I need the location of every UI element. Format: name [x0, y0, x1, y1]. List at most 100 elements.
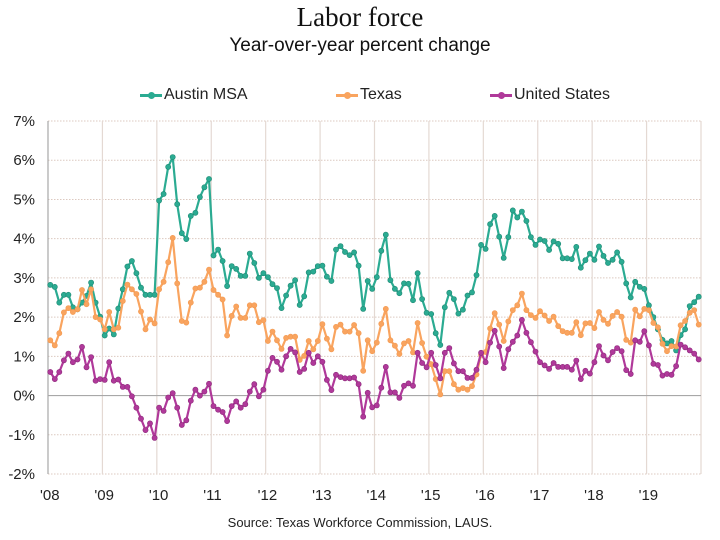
data-point	[505, 234, 512, 240]
data-point	[160, 407, 167, 414]
legend-marker-icon	[140, 90, 162, 100]
data-point	[691, 299, 698, 306]
data-point	[668, 371, 675, 378]
data-point	[478, 349, 484, 356]
data-point	[210, 287, 217, 293]
data-point	[233, 265, 240, 272]
data-point	[695, 293, 702, 300]
data-point	[142, 427, 149, 433]
data-point	[609, 312, 616, 319]
data-point	[391, 389, 398, 396]
data-point	[215, 291, 221, 298]
data-point	[555, 323, 562, 329]
data-point	[264, 367, 271, 374]
data-point	[333, 371, 339, 378]
data-point	[382, 305, 389, 312]
data-point	[627, 371, 634, 377]
data-point	[187, 299, 194, 306]
data-point	[382, 231, 389, 238]
data-point	[323, 273, 330, 280]
data-point	[301, 365, 308, 372]
data-point	[260, 270, 267, 277]
data-point	[287, 345, 294, 352]
data-point	[519, 316, 525, 323]
data-point	[673, 363, 679, 369]
data-point	[482, 245, 489, 252]
data-point	[505, 318, 512, 325]
data-point	[695, 356, 702, 363]
data-point	[419, 340, 425, 346]
data-point	[555, 240, 562, 247]
data-point	[496, 321, 503, 328]
data-point	[632, 278, 639, 285]
data-point	[51, 342, 58, 349]
data-point	[133, 270, 140, 277]
data-point	[101, 326, 108, 333]
data-point	[664, 348, 670, 355]
data-point	[587, 370, 593, 377]
data-point	[274, 285, 280, 291]
data-point	[514, 214, 521, 221]
data-point	[500, 365, 507, 371]
data-point	[591, 256, 598, 263]
data-point	[61, 309, 67, 316]
y-tick-label: 4%	[13, 231, 35, 248]
data-point	[219, 258, 226, 264]
data-point	[346, 328, 353, 335]
data-point	[668, 338, 675, 344]
data-point	[65, 291, 72, 298]
data-point	[346, 252, 353, 258]
data-point	[74, 306, 81, 313]
data-point	[464, 386, 471, 393]
data-point	[519, 290, 525, 297]
data-point	[582, 367, 589, 374]
data-point	[546, 247, 552, 253]
data-point	[196, 194, 203, 200]
data-point	[627, 294, 634, 301]
data-point	[210, 252, 217, 259]
data-point	[437, 375, 444, 382]
legend-label: United States	[514, 86, 611, 103]
data-point	[450, 381, 457, 388]
data-point	[160, 278, 167, 285]
data-point	[196, 392, 203, 399]
data-point	[233, 303, 240, 310]
data-point	[201, 388, 208, 395]
data-point	[269, 328, 276, 335]
data-point	[119, 298, 126, 304]
data-point	[528, 312, 534, 318]
data-point	[323, 376, 330, 383]
data-point	[333, 323, 339, 330]
data-point	[292, 277, 298, 284]
y-tick-label: -1%	[8, 427, 35, 444]
data-point	[360, 305, 367, 312]
data-point	[437, 342, 444, 348]
data-point	[333, 246, 339, 253]
data-point	[56, 369, 63, 375]
data-point	[310, 360, 317, 366]
x-tick-label: '13	[312, 487, 332, 504]
data-point	[410, 382, 416, 389]
data-point	[70, 359, 76, 366]
y-tick-label: 2%	[13, 309, 35, 326]
data-point	[373, 339, 380, 346]
data-point	[600, 316, 607, 323]
x-tick-label: '09	[94, 487, 114, 504]
data-point	[165, 259, 172, 266]
data-point	[605, 357, 611, 364]
x-tick-label: '11	[203, 487, 221, 504]
y-axis-ticks: -2% -1% 0% 1% 2% 3% 4% 5% 6% 7%	[8, 113, 35, 483]
data-point	[509, 307, 516, 313]
data-point	[496, 233, 503, 240]
data-point	[373, 274, 380, 280]
data-point	[201, 184, 208, 191]
data-point	[242, 314, 249, 321]
data-point	[523, 307, 530, 313]
data-point	[115, 324, 122, 331]
data-point	[514, 332, 521, 339]
data-point	[432, 330, 439, 337]
data-point	[206, 380, 212, 387]
data-point	[56, 299, 63, 306]
data-point	[106, 359, 113, 366]
